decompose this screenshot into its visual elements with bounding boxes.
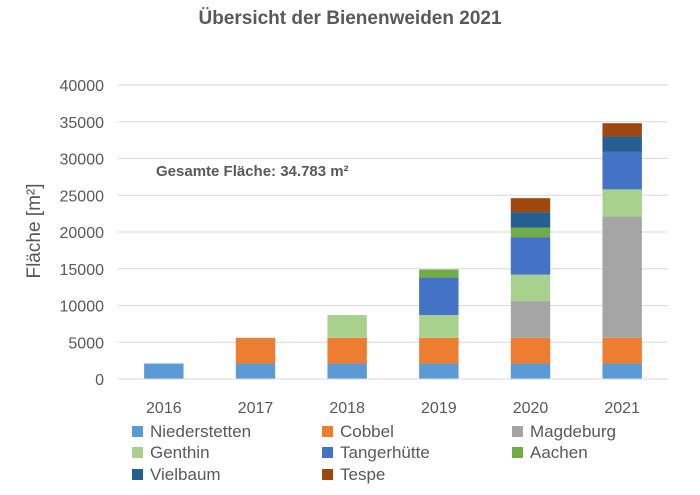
bar-segment-genthin-2021 [602,189,642,217]
legend-swatch [322,447,333,458]
gridlines [118,84,668,343]
y-tick-label: 35000 [60,115,105,132]
bar-segment-vielbaum-2020 [510,212,551,228]
bar-segment-tangerhütte-2020 [510,237,551,275]
legend-label: Cobbel [340,422,394,441]
chart-title: Übersicht der Bienenweiden 2021 [198,8,501,29]
bar-segment-vielbaum-2021 [602,136,642,152]
bar-segment-magdeburg-2021 [602,216,642,338]
legend-label: Genthin [150,443,210,462]
legend-item-tangerhütte: Tangerhütte [322,443,430,462]
legend-swatch [512,426,523,437]
legend-label: Vielbaum [150,465,221,484]
y-tick-labels: 0 5000 10000 15000 20000 25000 30000 35000 40000 [60,78,105,389]
y-tick-label: 10000 [60,299,105,316]
x-tick-label: 2020 [513,400,549,417]
y-tick-label: 15000 [60,262,105,279]
x-tick-labels: 2016 2017 2018 2019 2020 2021 [146,400,640,417]
legend-swatch [132,469,143,480]
legend-item-magdeburg: Magdeburg [512,422,616,441]
x-tick-label: 2021 [604,400,640,417]
bar-segment-cobbel-2021 [602,337,642,364]
y-tick-label: 25000 [60,188,105,205]
bar-segment-tangerhütte-2021 [602,151,642,190]
legend-item-cobbel: Cobbel [322,422,394,441]
legend-item-vielbaum: Vielbaum [132,465,221,484]
bar-segment-cobbel-2019 [419,337,459,364]
bar-segment-genthin-2018 [327,315,367,338]
total-area-annotation: Gesamte Fläche: 34.783 m² [156,163,349,180]
y-axis-label: Fläche [m²] [24,183,45,278]
legend-item-tespe: Tespe [322,465,385,484]
bar-segment-niederstetten-2019 [419,363,459,379]
y-tick-label: 20000 [60,225,105,242]
x-tick-label: 2018 [329,400,365,417]
bar-segment-niederstetten-2017 [235,363,276,379]
legend-label: Magdeburg [530,422,616,441]
legend-label: Aachen [530,443,588,462]
y-tick-label: 0 [95,372,104,389]
y-tick-label: 30000 [60,152,105,169]
x-tick-label: 2019 [421,400,457,417]
bar-segment-tespe-2021 [602,123,642,137]
legend-item-niederstetten: Niederstetten [132,422,251,441]
bar-segment-niederstetten-2020 [510,363,551,379]
bar-segment-cobbel-2018 [327,337,367,364]
bar-segment-aachen-2019 [419,269,459,278]
bar-segment-cobbel-2017 [235,337,276,364]
bar-segment-magdeburg-2020 [510,301,551,338]
y-tick-label: 5000 [68,335,104,352]
legend-label: Tespe [340,465,385,484]
bar-segment-niederstetten-2021 [602,363,642,379]
legend-swatch [322,426,333,437]
bars [144,123,642,379]
x-tick-label: 2017 [238,400,274,417]
legend-swatch [132,426,143,437]
y-tick-label: 40000 [60,78,105,95]
bar-segment-niederstetten-2016 [144,363,184,379]
bar-segment-aachen-2020 [510,227,551,238]
bar-segment-genthin-2019 [419,315,459,338]
bar-segment-genthin-2020 [510,274,551,302]
legend-swatch [322,469,333,480]
x-tick-label: 2016 [146,400,182,417]
bar-segment-cobbel-2020 [510,337,551,364]
legend: Niederstetten Cobbel Magdeburg Genthin Tange… [132,422,616,484]
bar-segment-tangerhütte-2019 [419,277,459,316]
bar-segment-niederstetten-2018 [327,363,367,379]
legend-label: Niederstetten [150,422,251,441]
bar-segment-tespe-2020 [510,198,551,213]
legend-swatch [512,447,523,458]
legend-label: Tangerhütte [340,443,430,462]
legend-item-genthin: Genthin [132,443,210,462]
legend-item-aachen: Aachen [512,443,588,462]
legend-swatch [132,447,143,458]
